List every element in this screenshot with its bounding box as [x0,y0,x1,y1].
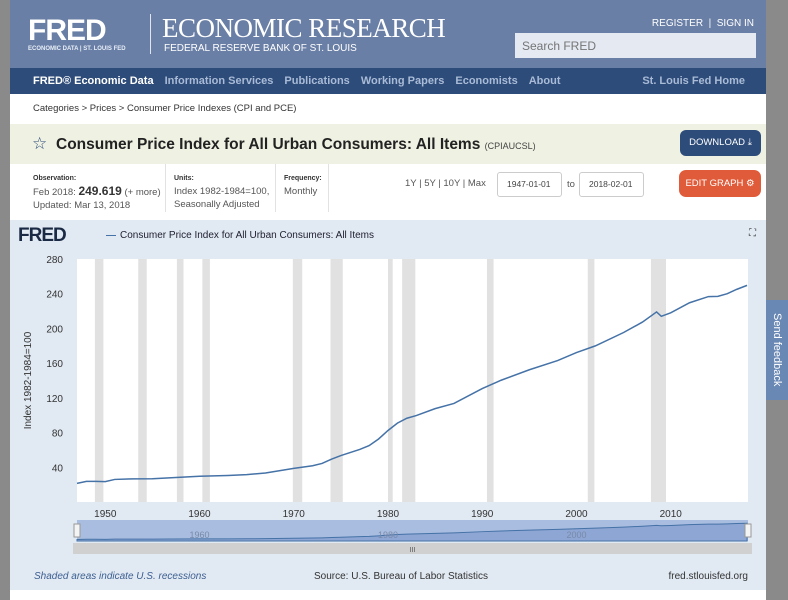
search-input[interactable] [515,33,756,58]
divider [150,14,151,54]
logo-subtitle: ECONOMIC DATA | ST. LOUIS FED [28,46,126,52]
navigator-tick-label: 2000 [566,530,586,540]
main-nav: FRED® Economic Data Information Services… [10,68,766,94]
updated-date: Updated: Mar 13, 2018 [33,200,131,211]
x-tick-label: 1990 [471,509,494,520]
chart-legend: Consumer Price Index for All Urban Consu… [106,230,374,241]
y-tick-label: 80 [52,429,64,440]
navigator-scrollbar[interactable] [73,543,752,554]
observation-label: Observation: [33,175,77,182]
legend-label: Consumer Price Index for All Urban Consu… [120,230,374,241]
y-axis-label: Index 1982-1984=100 [23,331,34,429]
x-tick-label: 2010 [660,509,683,520]
star-icon[interactable]: ☆ [32,134,48,153]
legend-line-swatch [106,234,116,236]
x-tick-label: 1980 [377,509,400,520]
observation-value: 249.619 [78,184,122,198]
divider [328,164,329,212]
y-tick-label: 40 [52,463,64,474]
x-tick-label: 1970 [283,509,306,520]
divider [275,164,276,212]
chart-container: 40 80 120 160 200 240 280 1950 1960 1970 1980 1990 2… [10,220,766,590]
recession-band [202,259,210,502]
series-title: Consumer Price Index for All Urban Consu… [56,136,481,153]
navigator-handle[interactable] [73,523,81,538]
site-link[interactable]: fred.stlouisfed.org [668,571,749,582]
series-title-bar: ☆ Consumer Price Index for All Urban Con… [10,124,766,164]
nav-publications[interactable]: Publications [284,75,350,87]
series-line [76,284,748,485]
recession-band [292,259,303,502]
more-link[interactable]: (+ more) [124,187,161,198]
download-icon: ⤓ [747,137,752,148]
source-note[interactable]: Source: U.S. Bureau of Labor Statistics [314,571,488,582]
scrollbar-grip-icon: III [410,547,416,554]
start-date-input[interactable]: 1947-01-01 [497,172,562,197]
units-label: Units: [174,175,194,182]
nav-information-services[interactable]: Information Services [164,75,274,87]
frequency-value: Monthly [284,186,318,197]
nav-fred[interactable]: FRED® Economic Data [33,75,154,87]
nav-st-louis-fed-home[interactable]: St. Louis Fed Home [642,75,745,87]
navigator-handle[interactable] [744,523,752,538]
navigator-tick-label: 1960 [189,530,209,540]
nav-economists[interactable]: Economists [455,75,518,87]
series-meta: Observation: Feb 2018: 249.619 (+ more) … [10,164,766,212]
nav-about[interactable]: About [528,75,561,87]
y-tick-label: 280 [46,255,63,266]
divider [165,164,166,212]
recession-band [486,259,494,502]
fullscreen-icon[interactable]: ⛶ [749,228,756,239]
account-links: REGISTER | SIGN IN [651,18,754,29]
end-date-input[interactable]: 2018-02-01 [579,172,644,197]
navigator-series [76,522,748,542]
breadcrumb[interactable]: Categories > Prices > Consumer Price Ind… [33,103,297,114]
page-title: Consumer Price Index for All Urban Consu… [56,136,536,154]
units-value-2: Seasonally Adjusted [174,199,260,210]
y-tick-label: 160 [46,359,63,370]
register-link[interactable]: REGISTER [651,18,704,29]
x-tick-label: 1960 [188,509,211,520]
recessions-note: Shaded areas indicate U.S. recessions [34,571,207,582]
page: FRED ECONOMIC DATA | ST. LOUIS FED ECONO… [10,0,766,600]
sign-in-link[interactable]: SIGN IN [716,18,754,29]
edit-graph-button[interactable]: EDIT GRAPH ⚙ [679,170,761,197]
gear-icon: ⚙ [746,178,755,189]
recession-band [587,259,595,502]
recession-band [176,259,184,502]
send-feedback-button[interactable]: Send feedback [766,300,788,400]
navigator-tick-label: 1980 [378,530,398,540]
range-selector[interactable]: 1Y | 5Y | 10Y | Max [405,178,486,189]
y-tick-label: 120 [46,394,63,405]
x-tick-label: 1950 [94,509,117,520]
to-label: to [567,179,575,190]
edit-graph-label: EDIT GRAPH [685,178,744,189]
observation-date: Feb 2018: [33,187,76,198]
site-subtitle: FEDERAL RESERVE BANK OF ST. LOUIS [164,43,357,54]
frequency-label: Frequency: [284,175,322,182]
recession-band [650,259,667,502]
series-id: (CPIAUCSL) [484,141,536,151]
recession-band [138,259,147,502]
nav-working-papers[interactable]: Working Papers [360,75,445,87]
fred-logo[interactable]: FRED [28,14,107,47]
recession-band [402,259,416,502]
x-tick-label: 2000 [565,509,588,520]
chart-fred-logo: FRED [18,225,67,246]
y-tick-label: 240 [46,290,63,301]
site-title[interactable]: ECONOMIC RESEARCH [162,13,446,43]
chart-svg: 40 80 120 160 200 240 280 1950 1960 1970 1980 1990 2… [23,255,752,554]
download-label: DOWNLOAD [689,137,746,148]
recession-band [387,259,393,502]
y-tick-label: 200 [46,324,63,335]
units-value: Index 1982-1984=100, [174,186,270,197]
site-header: FRED ECONOMIC DATA | ST. LOUIS FED ECONO… [10,0,766,68]
recession-band [330,259,343,502]
download-button[interactable]: DOWNLOAD ⤓ [680,130,761,156]
recession-band [94,259,104,502]
